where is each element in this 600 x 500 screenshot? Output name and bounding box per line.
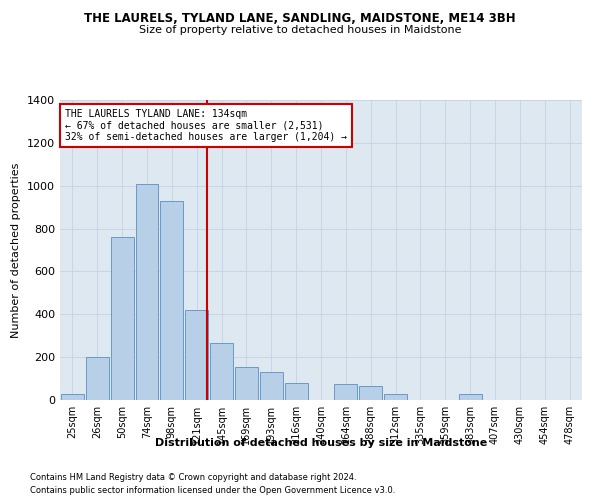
Bar bbox=[260, 372, 283, 400]
Bar bbox=[86, 357, 109, 400]
Bar bbox=[459, 394, 482, 400]
Bar bbox=[111, 237, 134, 400]
Bar bbox=[384, 394, 407, 400]
Text: THE LAURELS, TYLAND LANE, SANDLING, MAIDSTONE, ME14 3BH: THE LAURELS, TYLAND LANE, SANDLING, MAID… bbox=[84, 12, 516, 26]
Bar bbox=[334, 384, 357, 400]
Bar bbox=[235, 367, 258, 400]
Text: Contains HM Land Registry data © Crown copyright and database right 2024.: Contains HM Land Registry data © Crown c… bbox=[30, 474, 356, 482]
Bar bbox=[185, 310, 208, 400]
Bar bbox=[61, 394, 84, 400]
Bar bbox=[136, 184, 158, 400]
Bar bbox=[160, 200, 183, 400]
Text: Distribution of detached houses by size in Maidstone: Distribution of detached houses by size … bbox=[155, 438, 487, 448]
Bar bbox=[285, 383, 308, 400]
Bar bbox=[210, 343, 233, 400]
Y-axis label: Number of detached properties: Number of detached properties bbox=[11, 162, 22, 338]
Text: Contains public sector information licensed under the Open Government Licence v3: Contains public sector information licen… bbox=[30, 486, 395, 495]
Text: Size of property relative to detached houses in Maidstone: Size of property relative to detached ho… bbox=[139, 25, 461, 35]
Text: THE LAURELS TYLAND LANE: 134sqm
← 67% of detached houses are smaller (2,531)
32%: THE LAURELS TYLAND LANE: 134sqm ← 67% of… bbox=[65, 109, 347, 142]
Bar bbox=[359, 386, 382, 400]
